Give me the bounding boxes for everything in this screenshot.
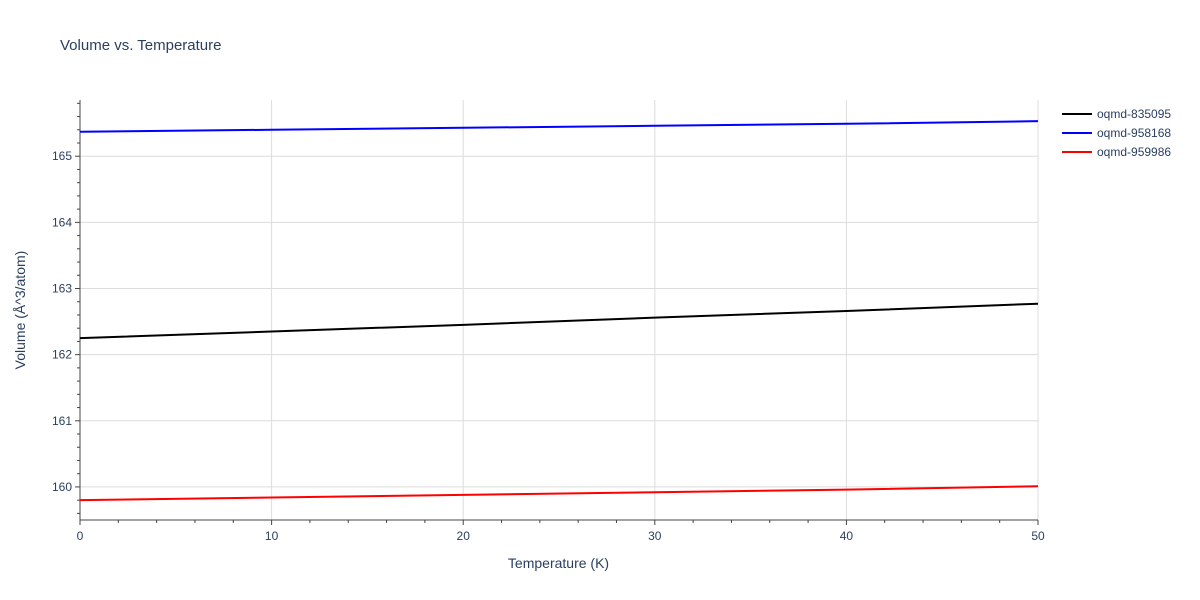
y-tick-label: 161 — [52, 414, 72, 428]
legend[interactable]: oqmd-835095 oqmd-958168 oqmd-959986 — [1062, 107, 1171, 159]
legend-label: oqmd-958168 — [1097, 126, 1171, 140]
x-tick-label: 40 — [840, 529, 854, 543]
y-tick-label: 165 — [52, 149, 72, 163]
series-line-oqmd-835095 — [79, 302, 1039, 340]
x-tick-label: 30 — [648, 529, 662, 543]
legend-item-oqmd-958168[interactable]: oqmd-958168 — [1062, 126, 1171, 140]
chart-title: Volume vs. Temperature — [60, 37, 221, 54]
legend-item-oqmd-959986[interactable]: oqmd-959986 — [1062, 145, 1171, 159]
series-line-oqmd-959986 — [79, 485, 1039, 502]
legend-label: oqmd-835095 — [1097, 107, 1171, 121]
y-tick-label: 160 — [52, 480, 72, 494]
x-tick-label: 50 — [1031, 529, 1045, 543]
x-tick-label: 0 — [77, 529, 84, 543]
tick-labels: 0 10 20 30 40 50 160 161 162 163 164 165 — [52, 102, 1045, 543]
gridlines — [80, 100, 1039, 520]
y-tick-label: 162 — [52, 348, 72, 362]
series-lines — [79, 120, 1039, 502]
x-tick-label: 20 — [457, 529, 471, 543]
y-tick-label: 164 — [52, 215, 72, 229]
legend-item-oqmd-835095[interactable]: oqmd-835095 — [1062, 107, 1171, 121]
axes — [79, 100, 1038, 521]
x-axis-title: Temperature (K) — [508, 555, 609, 571]
y-tick-label: 163 — [52, 282, 72, 296]
x-tick-label: 10 — [265, 529, 279, 543]
legend-label: oqmd-959986 — [1097, 145, 1171, 159]
y-axis-title: Volume (Å^3/atom) — [12, 251, 28, 370]
series-line-oqmd-958168 — [79, 120, 1039, 133]
